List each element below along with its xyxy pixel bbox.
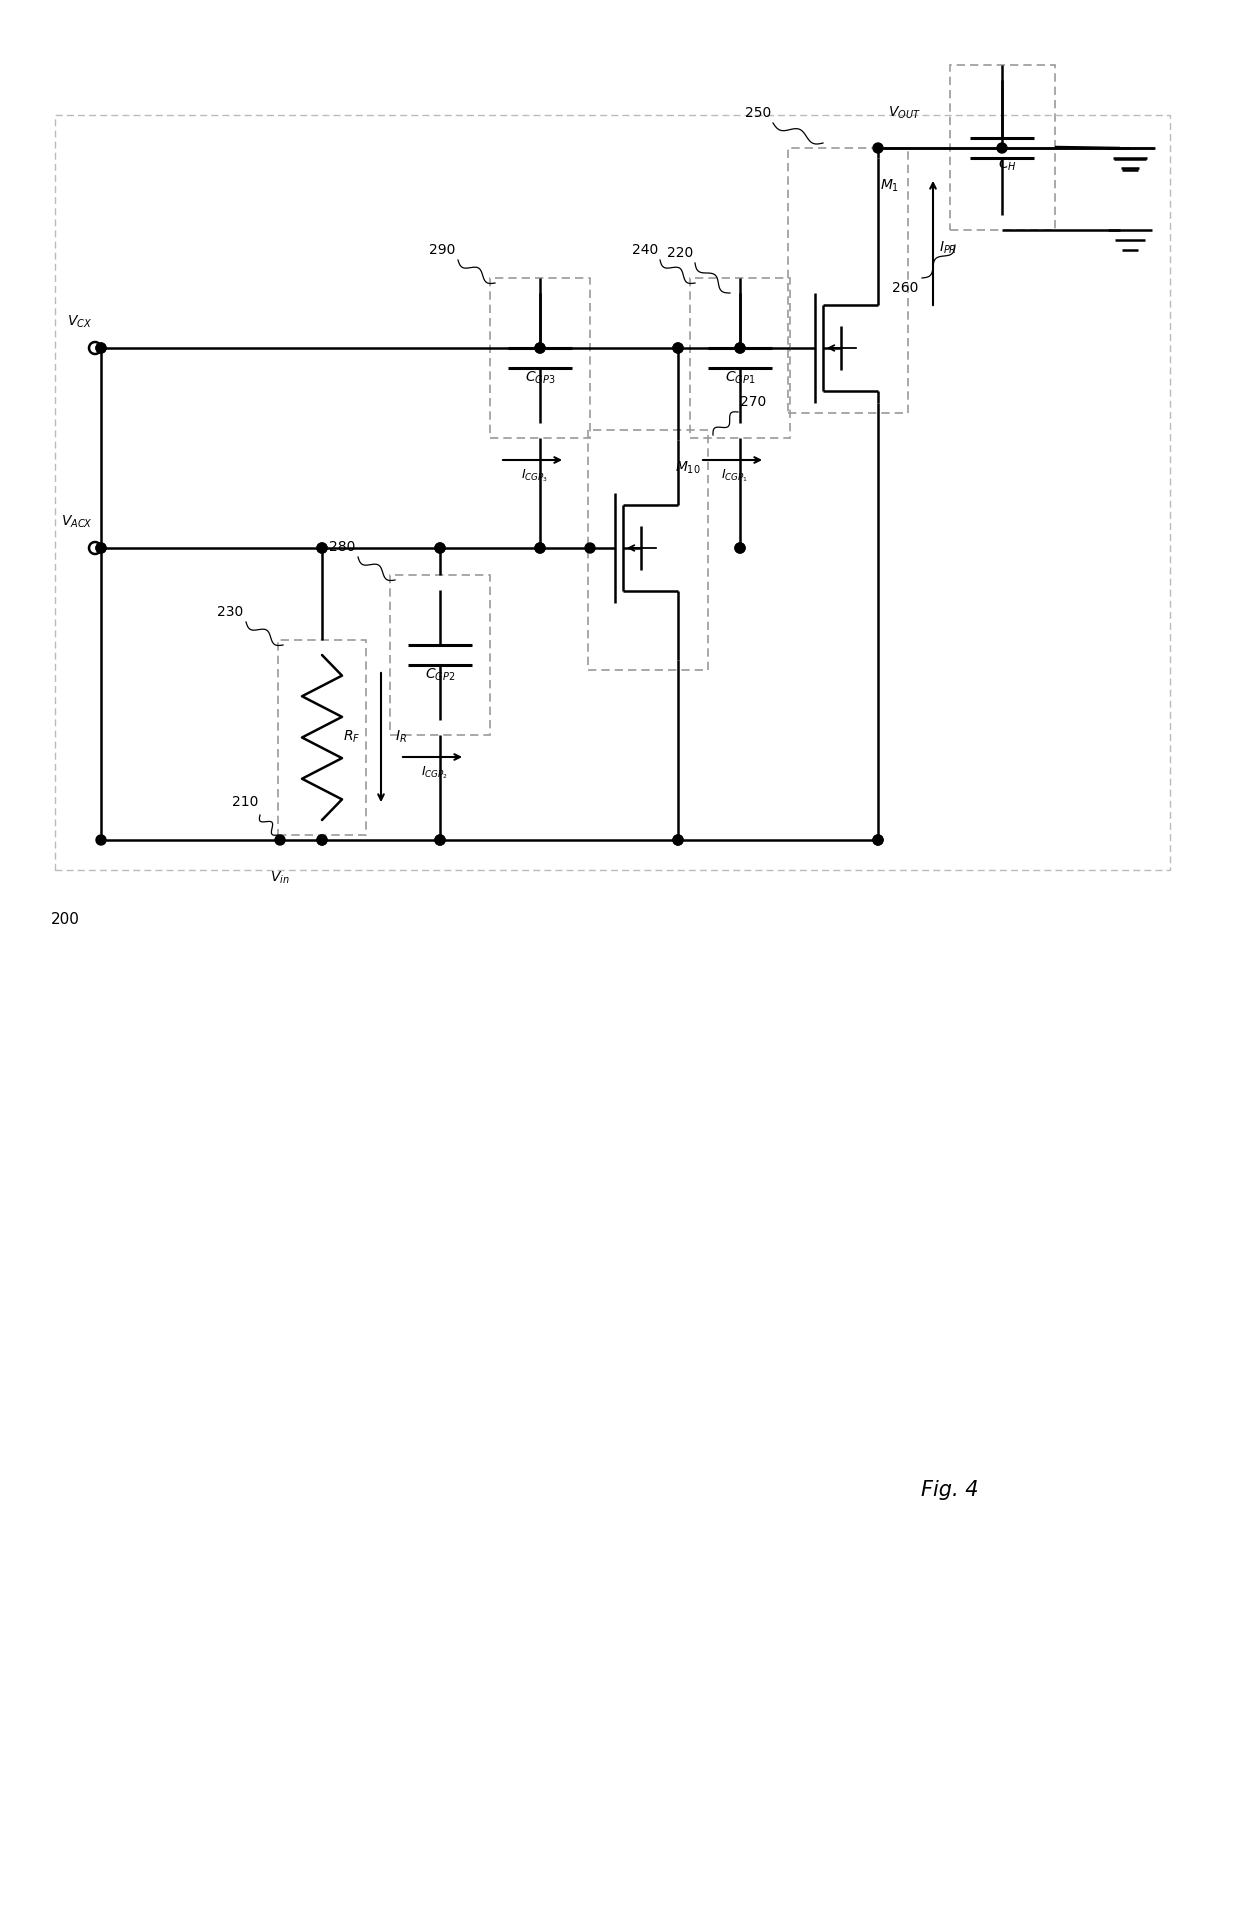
Circle shape xyxy=(317,544,327,554)
Text: 290: 290 xyxy=(429,242,455,258)
Bar xyxy=(490,279,590,438)
Text: 270: 270 xyxy=(740,396,766,409)
Bar xyxy=(950,65,1055,231)
Circle shape xyxy=(317,834,327,846)
Text: $M_1$: $M_1$ xyxy=(880,179,899,194)
Text: $I_{CGP_2}$: $I_{CGP_2}$ xyxy=(422,765,449,780)
Circle shape xyxy=(735,342,745,354)
Circle shape xyxy=(997,142,1007,154)
Circle shape xyxy=(873,142,883,154)
Text: Fig. 4: Fig. 4 xyxy=(921,1480,978,1499)
Circle shape xyxy=(317,834,327,846)
Circle shape xyxy=(95,342,105,354)
Text: $V_{in}$: $V_{in}$ xyxy=(270,871,290,886)
Circle shape xyxy=(673,342,683,354)
Circle shape xyxy=(673,342,683,354)
Bar xyxy=(588,431,708,671)
Circle shape xyxy=(735,544,745,554)
Text: $I_{CGP_1}$: $I_{CGP_1}$ xyxy=(722,467,749,484)
Circle shape xyxy=(317,544,327,554)
Text: $C_{GP1}$: $C_{GP1}$ xyxy=(725,369,755,386)
Bar xyxy=(689,279,790,438)
Circle shape xyxy=(534,342,546,354)
Text: $I_{PR}$: $I_{PR}$ xyxy=(939,240,957,256)
Text: $I_R$: $I_R$ xyxy=(396,728,407,746)
Text: $C_{GP3}$: $C_{GP3}$ xyxy=(525,369,556,386)
Text: $I_{CGP_3}$: $I_{CGP_3}$ xyxy=(521,467,548,484)
Circle shape xyxy=(534,544,546,554)
Bar xyxy=(391,575,490,734)
Text: 260: 260 xyxy=(892,281,918,294)
Text: $V_{OUT}$: $V_{OUT}$ xyxy=(888,106,921,121)
Bar xyxy=(55,115,1171,871)
Circle shape xyxy=(873,834,883,846)
Text: 210: 210 xyxy=(232,796,258,809)
Circle shape xyxy=(735,342,745,354)
Circle shape xyxy=(735,544,745,554)
Circle shape xyxy=(534,544,546,554)
Text: 200: 200 xyxy=(51,913,79,928)
Circle shape xyxy=(534,342,546,354)
Circle shape xyxy=(873,834,883,846)
Circle shape xyxy=(435,834,445,846)
Text: $R_F$: $R_F$ xyxy=(343,728,361,746)
Text: $M_{10}$: $M_{10}$ xyxy=(675,459,701,477)
Circle shape xyxy=(95,544,105,554)
Circle shape xyxy=(673,834,683,846)
Circle shape xyxy=(89,542,100,554)
Text: $V_{ACX}$: $V_{ACX}$ xyxy=(61,513,93,530)
Circle shape xyxy=(673,834,683,846)
Circle shape xyxy=(95,544,105,554)
Text: $C_{GP2}$: $C_{GP2}$ xyxy=(425,667,455,682)
Circle shape xyxy=(435,544,445,554)
Text: 230: 230 xyxy=(217,605,243,619)
Circle shape xyxy=(585,544,595,554)
Circle shape xyxy=(89,342,100,354)
Bar xyxy=(278,640,366,834)
Circle shape xyxy=(275,834,285,846)
Text: $V_{CX}$: $V_{CX}$ xyxy=(67,313,93,331)
Text: $C_H$: $C_H$ xyxy=(998,158,1017,173)
Circle shape xyxy=(95,834,105,846)
Circle shape xyxy=(435,834,445,846)
Text: 280: 280 xyxy=(329,540,355,554)
Text: 250: 250 xyxy=(745,106,771,119)
Text: 240: 240 xyxy=(632,242,658,258)
Circle shape xyxy=(435,544,445,554)
Circle shape xyxy=(95,342,105,354)
Bar xyxy=(787,148,908,413)
Text: 220: 220 xyxy=(667,246,693,259)
